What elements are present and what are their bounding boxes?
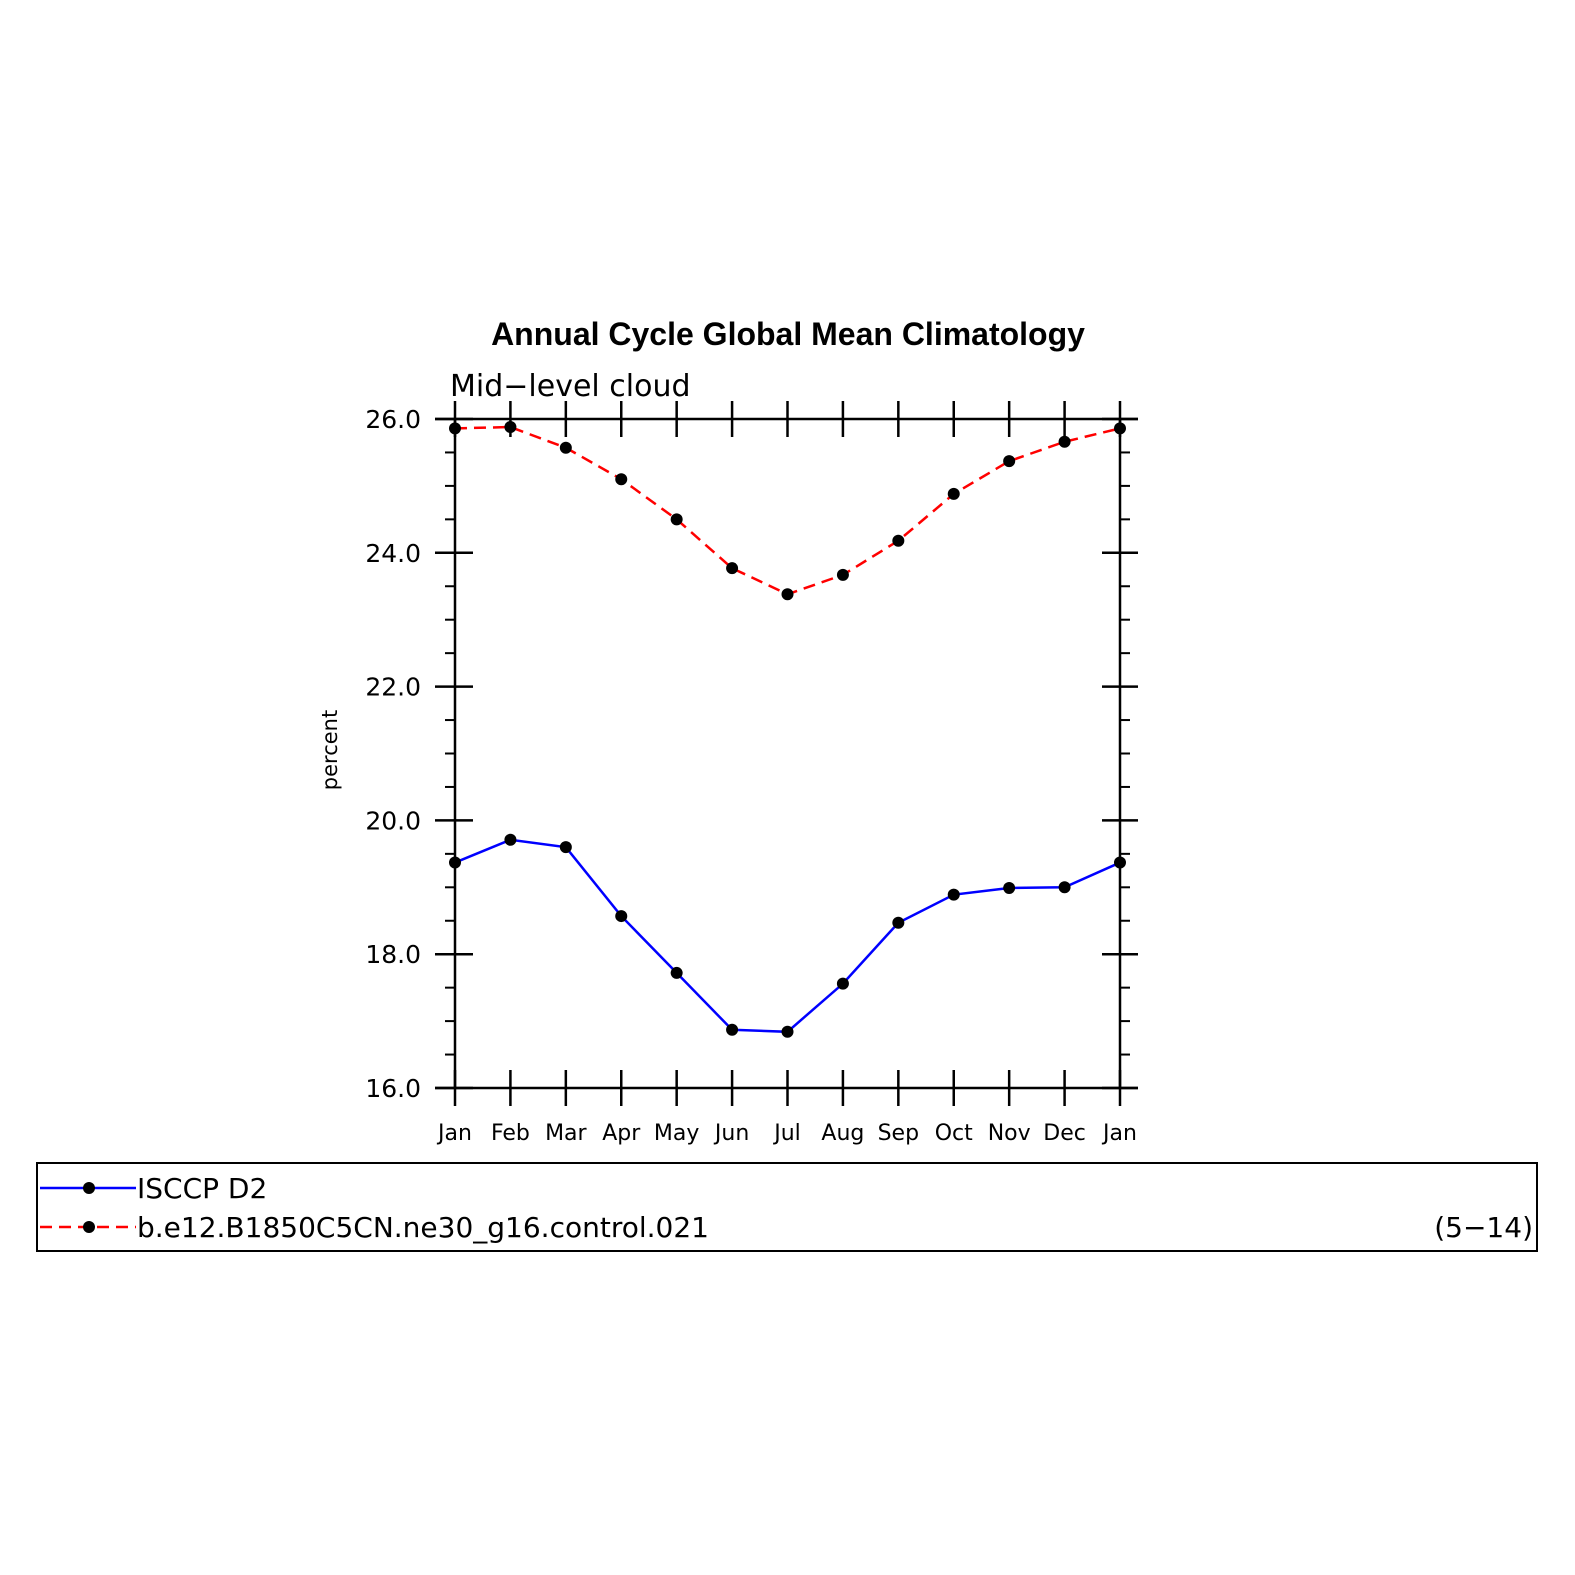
- series-1-point: [726, 1023, 739, 1036]
- y-axis-label: percent: [318, 710, 342, 790]
- series-1-point: [1003, 881, 1016, 894]
- series-2-point: [1058, 435, 1071, 448]
- x-tick-label: Jun: [713, 1121, 749, 1146]
- series-2-point: [1003, 455, 1016, 468]
- x-tick-label: Jan: [436, 1121, 472, 1146]
- series-1-point: [615, 910, 628, 923]
- x-tick-label: May: [654, 1121, 699, 1146]
- series-line-2: [454, 425, 1121, 596]
- series-2-point: [449, 422, 461, 435]
- series-1-point: [947, 888, 960, 901]
- x-tick-label: Aug: [821, 1121, 864, 1146]
- chart-title: Annual Cycle Global Mean Climatology: [491, 316, 1085, 352]
- y-tick-label: 16.0: [365, 1074, 421, 1103]
- series-2-point: [1114, 422, 1126, 435]
- series-2-point: [615, 473, 628, 486]
- legend-marker-1: [83, 1182, 95, 1194]
- x-tick-label: Jan: [1101, 1121, 1137, 1146]
- x-tick-label: Jul: [772, 1121, 801, 1146]
- x-tick-label: Mar: [545, 1121, 587, 1146]
- series-2-point: [726, 562, 739, 575]
- series-2-point: [559, 441, 572, 454]
- y-tick-label: 26.0: [365, 405, 421, 434]
- legend: ISCCP D2 b.e12.B1850C5CN.ne30_g16.control…: [36, 1162, 1538, 1252]
- series-2-point: [836, 568, 849, 581]
- series-1-point: [1058, 881, 1071, 894]
- series-1-point: [559, 841, 572, 854]
- series-1-point: [836, 977, 849, 990]
- series-line-1: [454, 838, 1121, 1034]
- series-1-point: [670, 966, 683, 979]
- x-tick-label: Feb: [491, 1121, 530, 1146]
- x-axis: Jan Feb Mar Apr May Jun Jul Aug Sep Oct Nov Dec Jan: [436, 401, 1137, 1146]
- y-axis: 16.0 18.0 20.0 22.0 24.0 26.0: [365, 405, 1138, 1103]
- series-1-point: [892, 916, 905, 929]
- legend-note: (5−14): [1434, 1211, 1533, 1244]
- series-2-point: [781, 588, 794, 601]
- x-tick-label: Dec: [1043, 1121, 1086, 1146]
- x-tick-label: Apr: [602, 1121, 641, 1146]
- series-1-point: [504, 833, 517, 846]
- x-tick-label: Nov: [988, 1121, 1031, 1146]
- y-tick-label: 24.0: [365, 539, 421, 568]
- legend-marker-2: [83, 1221, 95, 1233]
- legend-label-2: b.e12.B1850C5CN.ne30_g16.control.021: [137, 1211, 709, 1244]
- series-2-point: [504, 421, 517, 434]
- series-2-point: [892, 534, 905, 547]
- chart-subtitle: Mid−level cloud: [450, 369, 691, 404]
- legend-box: [36, 1162, 1538, 1252]
- y-tick-label: 22.0: [365, 673, 421, 702]
- y-tick-label: 18.0: [365, 940, 421, 969]
- x-tick-label: Sep: [878, 1121, 919, 1146]
- legend-label-1: ISCCP D2: [137, 1172, 267, 1205]
- series-1-point: [1114, 856, 1126, 869]
- series-1-point: [781, 1025, 794, 1038]
- axes-frame: [435, 417, 1138, 1090]
- plot-area: [449, 421, 1126, 1038]
- series-2-point: [670, 513, 683, 526]
- x-tick-label: Oct: [935, 1121, 973, 1146]
- y-tick-label: 20.0: [365, 806, 421, 835]
- series-2-point: [947, 487, 960, 500]
- series-1-point: [449, 856, 461, 869]
